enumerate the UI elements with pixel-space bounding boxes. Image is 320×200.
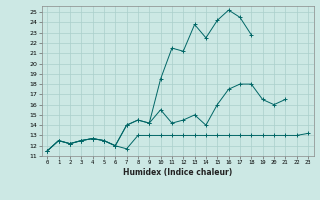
X-axis label: Humidex (Indice chaleur): Humidex (Indice chaleur) <box>123 168 232 177</box>
